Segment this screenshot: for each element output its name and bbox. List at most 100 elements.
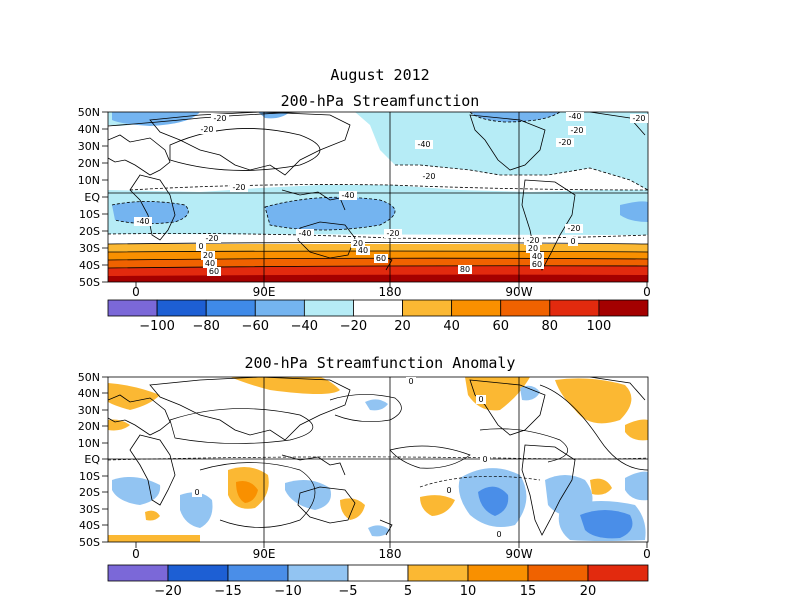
colorbar-label: −15 [214, 584, 241, 599]
lat-label: 20S [79, 225, 100, 238]
contour-label: 0 [444, 486, 454, 495]
panel1-colorbar: −100 −80 −60 −40 −20 20 40 60 80 100 [107, 299, 649, 334]
contour-label: -40 [339, 191, 357, 200]
svg-text:-20: -20 [205, 234, 218, 243]
contour-label: -40 [134, 217, 152, 226]
lon-label: 90E [253, 285, 276, 299]
svg-text:80: 80 [460, 265, 470, 274]
svg-text:-40: -40 [341, 191, 354, 200]
colorbar-swatch [107, 299, 158, 317]
colorbar-label: 5 [404, 584, 412, 599]
contour-label: 60 [374, 254, 388, 263]
colorbar-swatch [254, 299, 305, 317]
panel2-map: 0 0 0 0 0 0 [102, 376, 649, 548]
contour-label: 0 [476, 395, 486, 404]
svg-text:-20: -20 [422, 172, 435, 181]
colorbar-label: 80 [542, 319, 559, 334]
colorbar-swatch [227, 564, 289, 582]
contour-label: 0 [192, 488, 202, 497]
lat-label: 50N [78, 106, 100, 119]
contour-label: 40 [530, 252, 544, 261]
panel2-colorbar: −20 −15 −10 −5 5 10 15 20 [107, 564, 649, 599]
lat-label: 40S [79, 259, 100, 272]
lat-label: EQ [84, 453, 100, 466]
lon-label: 0 [643, 547, 651, 561]
panel1-title: 200-hPa Streamfunction [280, 92, 480, 110]
svg-text:-40: -40 [298, 229, 311, 238]
svg-text:60: 60 [376, 254, 386, 263]
svg-text:-20: -20 [232, 183, 245, 192]
contour-label: -20 [420, 172, 438, 181]
contour-label: -20 [198, 125, 216, 134]
svg-text:-20: -20 [200, 125, 213, 134]
contour-label: -20 [565, 224, 583, 233]
svg-text:20: 20 [353, 239, 363, 248]
panel1-contour-labels: -20 -20 -20 -20 -20 -20 -20 -20 -40 -40 … [134, 112, 648, 276]
svg-text:20: 20 [203, 251, 213, 260]
panel2-coastlines [108, 377, 646, 536]
contour-label: -20 [630, 114, 648, 123]
svg-text:0: 0 [194, 488, 199, 497]
contour-label: 60 [530, 260, 544, 269]
colorbar-swatch [587, 564, 649, 582]
colorbar-label: 20 [580, 584, 597, 599]
lon-label: 180 [379, 285, 402, 299]
lat-label: 50N [78, 371, 100, 384]
contour-label: -20 [211, 114, 229, 123]
panel1-shading [108, 112, 648, 282]
lat-label: 10S [79, 470, 100, 483]
colorbar-label: −20 [340, 319, 367, 334]
svg-text:40: 40 [358, 246, 368, 255]
colorbar-swatch [467, 564, 529, 582]
colorbar-label: −20 [154, 584, 181, 599]
lon-label: 180 [379, 547, 402, 561]
panel2-grid [107, 376, 649, 543]
colorbar-label: −60 [242, 319, 269, 334]
svg-text:0: 0 [496, 530, 501, 539]
lat-label: 30S [79, 242, 100, 255]
lat-label: 30N [78, 404, 100, 417]
colorbar-swatch [451, 299, 502, 317]
lat-label: 50S [79, 276, 100, 289]
svg-text:-40: -40 [417, 140, 430, 149]
colorbar-swatch [347, 564, 409, 582]
lat-label: 20S [79, 486, 100, 499]
panel2-contour-labels: 0 0 0 0 0 0 [192, 377, 504, 539]
svg-text:-20: -20 [632, 114, 645, 123]
colorbar-label: −40 [291, 319, 318, 334]
colorbar-swatch [598, 299, 649, 317]
lat-label: 20N [78, 420, 100, 433]
colorbar-swatch [500, 299, 551, 317]
colorbar-label: −5 [338, 584, 357, 599]
panel2-lat-labels: 50N 40N 30N 20N 10N EQ 10S 20S 30S 40S 5… [78, 371, 101, 549]
svg-text:-20: -20 [570, 126, 583, 135]
colorbar-swatch [107, 564, 169, 582]
contour-label: 40 [203, 259, 217, 268]
contour-label: -20 [524, 236, 542, 245]
lon-label: 0 [643, 285, 651, 299]
contour-label: 0 [480, 455, 490, 464]
svg-text:60: 60 [209, 267, 219, 276]
svg-text:0: 0 [482, 455, 487, 464]
lon-label: 0 [132, 285, 140, 299]
lat-label: 40S [79, 519, 100, 532]
lat-label: 20N [78, 157, 100, 170]
svg-text:-20: -20 [386, 229, 399, 238]
panel2-title: 200-hPa Streamfunction Anomaly [244, 354, 516, 372]
lat-label: 40N [78, 123, 100, 136]
lat-label: 10N [78, 437, 100, 450]
svg-text:0: 0 [446, 486, 451, 495]
contour-label: 20 [351, 239, 365, 248]
colorbar-swatch [407, 564, 469, 582]
contour-label: -20 [384, 229, 402, 238]
svg-text:-40: -40 [136, 217, 149, 226]
contour-label: 40 [356, 246, 370, 255]
contour-label: -20 [556, 138, 574, 147]
panel1-lat-labels: 50N 40N 30N 20N 10N EQ 10S 20S 30S 40S 5… [78, 106, 101, 289]
contour-label: 0 [406, 377, 416, 386]
colorbar-swatch [549, 299, 600, 317]
colorbar-swatch [167, 564, 229, 582]
contour-label: 80 [458, 265, 472, 274]
svg-text:0: 0 [198, 242, 203, 251]
